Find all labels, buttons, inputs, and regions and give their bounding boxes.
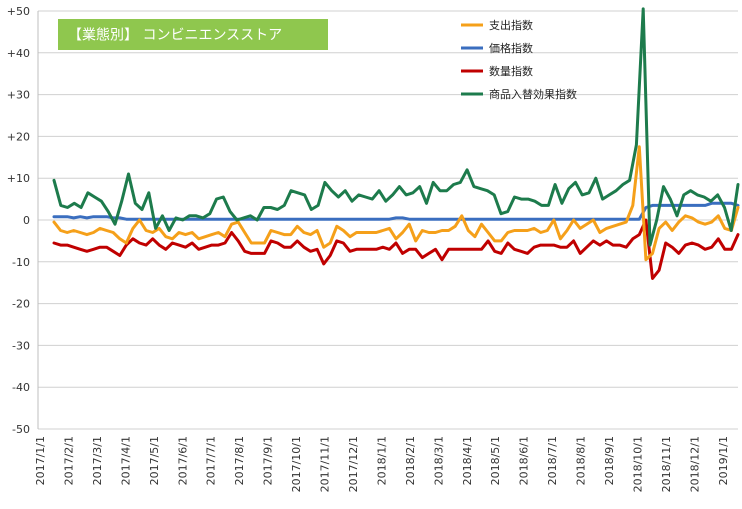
x-tick-label: 2017/3/1 — [91, 436, 104, 485]
y-tick-label: -10 — [12, 256, 30, 269]
series-line-3 — [52, 7, 740, 247]
x-tick-label: 2018/8/1 — [575, 436, 588, 485]
x-tick-label: 2018/5/1 — [489, 436, 502, 485]
x-tick-label: 2017/9/1 — [262, 436, 275, 485]
x-tick-label: 2019/1/1 — [717, 436, 730, 485]
y-tick-label: -50 — [12, 423, 30, 436]
y-tick-label: 0 — [23, 214, 30, 227]
x-tick-label: 2017/8/1 — [233, 436, 246, 485]
x-tick-label: 2017/5/1 — [148, 436, 161, 485]
y-tick-label: -30 — [12, 339, 30, 352]
x-tick-label: 2017/10/1 — [290, 436, 303, 492]
x-tick-label: 2017/12/1 — [347, 436, 360, 492]
series-line-0 — [52, 145, 740, 262]
legend-label: 価格指数 — [489, 41, 533, 55]
chart-title-text: 【業態別】 コンビニエンスストア — [68, 28, 282, 44]
y-tick-label: +50 — [7, 5, 30, 18]
x-tick-label: 2018/4/1 — [461, 436, 474, 485]
x-tick-label: 2018/1/1 — [375, 436, 388, 485]
legend-label: 商品入替効果指数 — [489, 87, 577, 101]
x-tick-label: 2017/4/1 — [119, 436, 132, 485]
x-tick-label: 2018/2/1 — [404, 436, 417, 485]
y-tick-label: -40 — [12, 381, 30, 394]
x-tick-label: 2017/7/1 — [205, 436, 218, 485]
legend-label: 数量指数 — [489, 64, 533, 78]
series-lines — [52, 7, 740, 280]
x-tick-label: 2017/11/1 — [319, 436, 332, 492]
x-tick-label: 2018/7/1 — [546, 436, 559, 485]
x-tick-label: 2017/2/1 — [62, 436, 75, 485]
y-tick-label: +20 — [7, 130, 30, 143]
y-axis-tick-labels: +50 +40 +30 +20 +10 0 -10 -20 -30 -40 -50 — [7, 5, 30, 436]
x-axis-tick-labels: 2017/1/1 2017/2/1 2017/3/1 2017/4/1 2017/5/1… — [34, 436, 730, 492]
y-tick-label: +30 — [7, 89, 30, 102]
y-tick-label: -20 — [12, 298, 30, 311]
y-tick-label: +10 — [7, 172, 30, 185]
x-tick-label: 2017/6/1 — [176, 436, 189, 485]
chart-title: 【業態別】 コンビニエンスストア — [58, 19, 328, 50]
series-line-1 — [52, 201, 740, 221]
x-tick-label: 2018/6/1 — [518, 436, 531, 485]
x-tick-label: 2018/11/1 — [660, 436, 673, 492]
x-tick-label: 2018/10/1 — [631, 436, 644, 492]
chart-title-box — [58, 19, 328, 50]
x-tick-label: 2018/3/1 — [432, 436, 445, 485]
y-tick-label: +40 — [7, 47, 30, 60]
legend-label: 支出指数 — [489, 18, 533, 32]
x-tick-label: 2017/1/1 — [34, 436, 47, 485]
x-tick-label: 2018/9/1 — [603, 436, 616, 485]
x-tick-label: 2018/12/1 — [688, 436, 701, 492]
series-line-2 — [52, 218, 740, 280]
